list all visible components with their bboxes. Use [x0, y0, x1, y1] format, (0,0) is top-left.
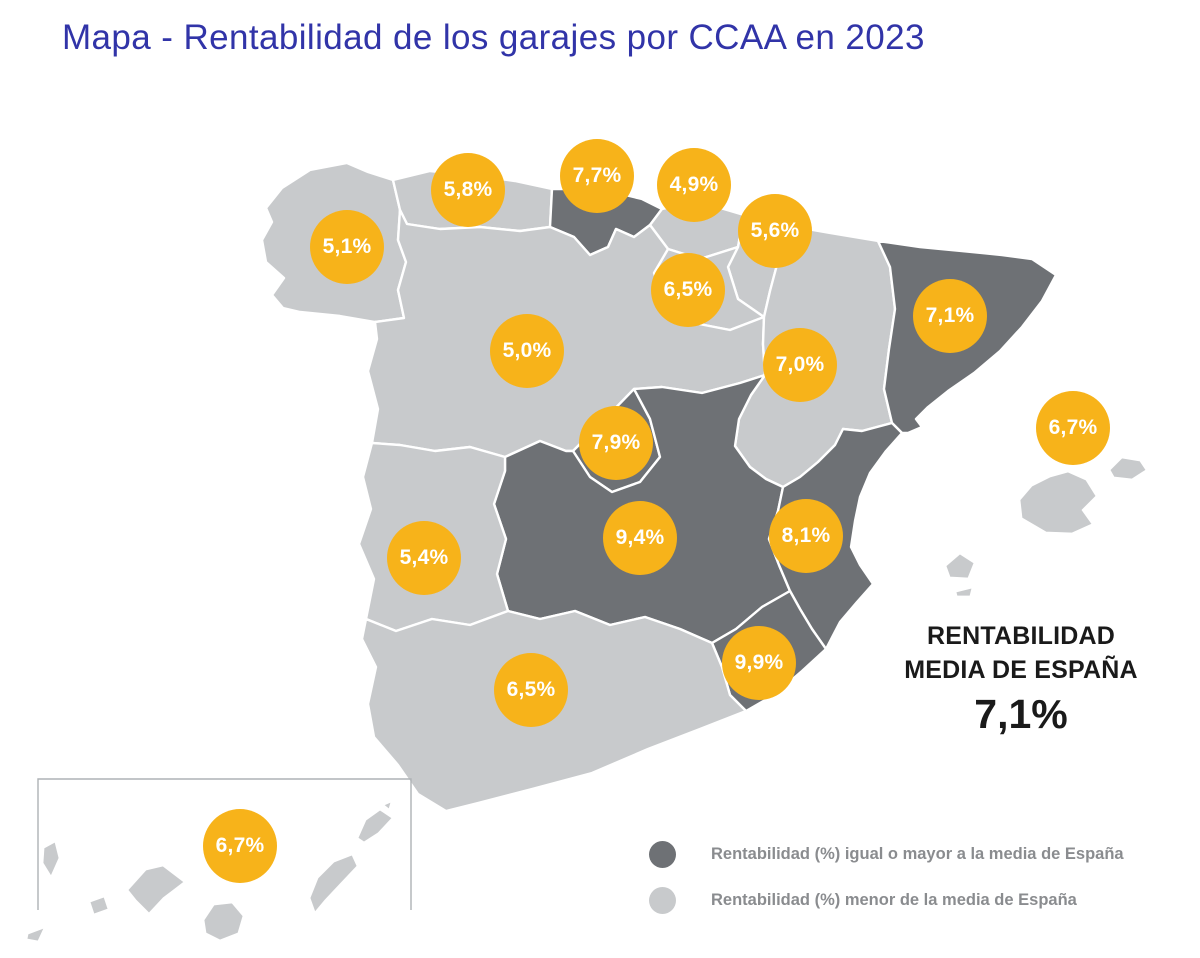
- legend-row-above: Rentabilidad (%) igual o mayor a la medi…: [649, 839, 1124, 869]
- national-average-value: 7,1%: [974, 691, 1068, 737]
- legend: Rentabilidad (%) igual o mayor a la medi…: [649, 839, 1124, 931]
- badge-value: 9,4%: [615, 526, 665, 549]
- badge-value: 6,7%: [215, 834, 265, 857]
- island-ibiza: [945, 553, 975, 579]
- badge-castilla-la-mancha: 9,4%: [603, 501, 677, 575]
- national-average-block: RENTABILIDAD MEDIA DE ESPAÑA 7,1%: [890, 620, 1152, 738]
- badge-la-rioja: 6,5%: [651, 253, 725, 327]
- island-lanzarote: [357, 809, 393, 843]
- badge-value: 5,0%: [502, 339, 552, 362]
- legend-label-above: Rentabilidad (%) igual o mayor a la medi…: [711, 844, 1124, 863]
- badge-murcia: 9,9%: [722, 626, 796, 700]
- badge-value: 5,6%: [750, 219, 800, 242]
- badge-canarias: 6,7%: [203, 809, 277, 883]
- badge-castilla-y-leon: 5,0%: [490, 314, 564, 388]
- badge-cantabria: 7,7%: [560, 139, 634, 213]
- island-la-gomera: [89, 896, 109, 915]
- badge-madrid: 7,9%: [579, 406, 653, 480]
- badge-value: 7,9%: [591, 431, 641, 454]
- island-la-graciosa: [383, 801, 392, 810]
- island-mallorca: [1019, 471, 1097, 534]
- badge-baleares: 6,7%: [1036, 391, 1110, 465]
- legend-dot-below-icon: [649, 886, 676, 914]
- island-la-palma: [42, 841, 60, 877]
- badge-value: 5,1%: [322, 235, 372, 258]
- badge-value: 9,9%: [734, 651, 784, 674]
- badge-value: 7,0%: [775, 353, 825, 376]
- island-fuerteventura: [309, 854, 358, 913]
- badge-andalucia: 6,5%: [494, 653, 568, 727]
- page-title: Mapa - Rentabilidad de los garajes por C…: [62, 18, 925, 57]
- region-canarias: [26, 801, 393, 942]
- badge-aragon: 7,0%: [763, 328, 837, 402]
- region-baleares: [945, 457, 1147, 597]
- island-gran-canaria: [203, 902, 244, 941]
- badge-navarra: 5,6%: [738, 194, 812, 268]
- badge-value: 5,4%: [399, 546, 449, 569]
- badge-value: 6,5%: [663, 278, 713, 301]
- island-el-hierro: [26, 927, 45, 942]
- legend-dot-above-icon: [649, 840, 676, 868]
- badge-value: 4,9%: [669, 173, 719, 196]
- badge-value: 8,1%: [781, 524, 831, 547]
- badge-value: 7,1%: [925, 304, 975, 327]
- badge-value: 5,8%: [443, 178, 493, 201]
- badge-value: 6,7%: [1048, 416, 1098, 439]
- badge-value: 7,7%: [572, 164, 622, 187]
- badge-value: 6,5%: [506, 678, 556, 701]
- badge-extremadura: 5,4%: [387, 521, 461, 595]
- legend-label-below: Rentabilidad (%) menor de la media de Es…: [711, 890, 1077, 909]
- badge-pais-vasco: 4,9%: [657, 148, 731, 222]
- badge-valencia: 8,1%: [769, 499, 843, 573]
- canary-inset-box: [37, 778, 412, 910]
- island-menorca: [1109, 457, 1147, 480]
- legend-row-below: Rentabilidad (%) menor de la media de Es…: [649, 885, 1124, 915]
- island-formentera: [955, 587, 973, 597]
- badge-galicia: 5,1%: [310, 210, 384, 284]
- badge-asturias: 5,8%: [431, 153, 505, 227]
- island-tenerife: [127, 865, 185, 914]
- badge-cataluna: 7,1%: [913, 279, 987, 353]
- national-average-label: RENTABILIDAD MEDIA DE ESPAÑA: [904, 622, 1138, 684]
